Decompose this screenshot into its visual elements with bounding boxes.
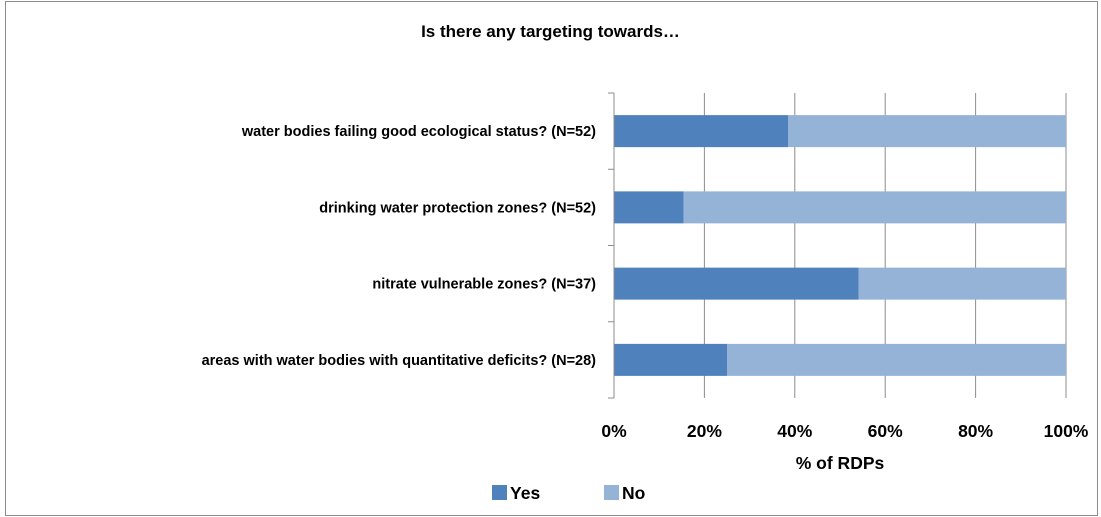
legend-label-no: No xyxy=(622,483,645,503)
axes xyxy=(608,92,615,399)
chart-title: Is there any targeting towards… xyxy=(421,22,680,41)
legend-swatch-no xyxy=(604,485,619,500)
chart-frame xyxy=(5,1,1098,516)
legend-label-yes: Yes xyxy=(510,483,540,503)
category-label: areas with water bodies with quantitativ… xyxy=(202,353,597,369)
bar-no-2 xyxy=(683,191,1066,224)
bar-yes-4 xyxy=(614,343,727,376)
x-tick-label: 80% xyxy=(958,421,993,441)
legend: Yes No xyxy=(492,483,645,503)
x-tick-label: 40% xyxy=(777,421,812,441)
bar-yes-2 xyxy=(614,191,684,224)
x-tick-label: 0% xyxy=(601,421,627,441)
category-label: water bodies failing good ecological sta… xyxy=(241,124,596,140)
x-tick-label: 20% xyxy=(687,421,722,441)
bar-yes-3 xyxy=(614,267,859,300)
x-tick-label: 100% xyxy=(1044,421,1089,441)
category-label: drinking water protection zones? (N=52) xyxy=(319,200,596,216)
category-label: nitrate vulnerable zones? (N=37) xyxy=(372,277,596,293)
bar-no-1 xyxy=(788,115,1066,148)
x-tick-labels: 0% 20% 40% 60% 80% 100% xyxy=(601,421,1088,441)
x-axis-title: % of RDPs xyxy=(796,453,885,473)
legend-swatch-yes xyxy=(492,485,507,500)
bar-no-3 xyxy=(858,267,1066,300)
bar-no-4 xyxy=(727,343,1066,376)
category-labels: water bodies failing good ecological sta… xyxy=(202,124,597,369)
bars xyxy=(614,115,1066,376)
x-tick-label: 60% xyxy=(868,421,903,441)
bar-yes-1 xyxy=(614,115,789,148)
